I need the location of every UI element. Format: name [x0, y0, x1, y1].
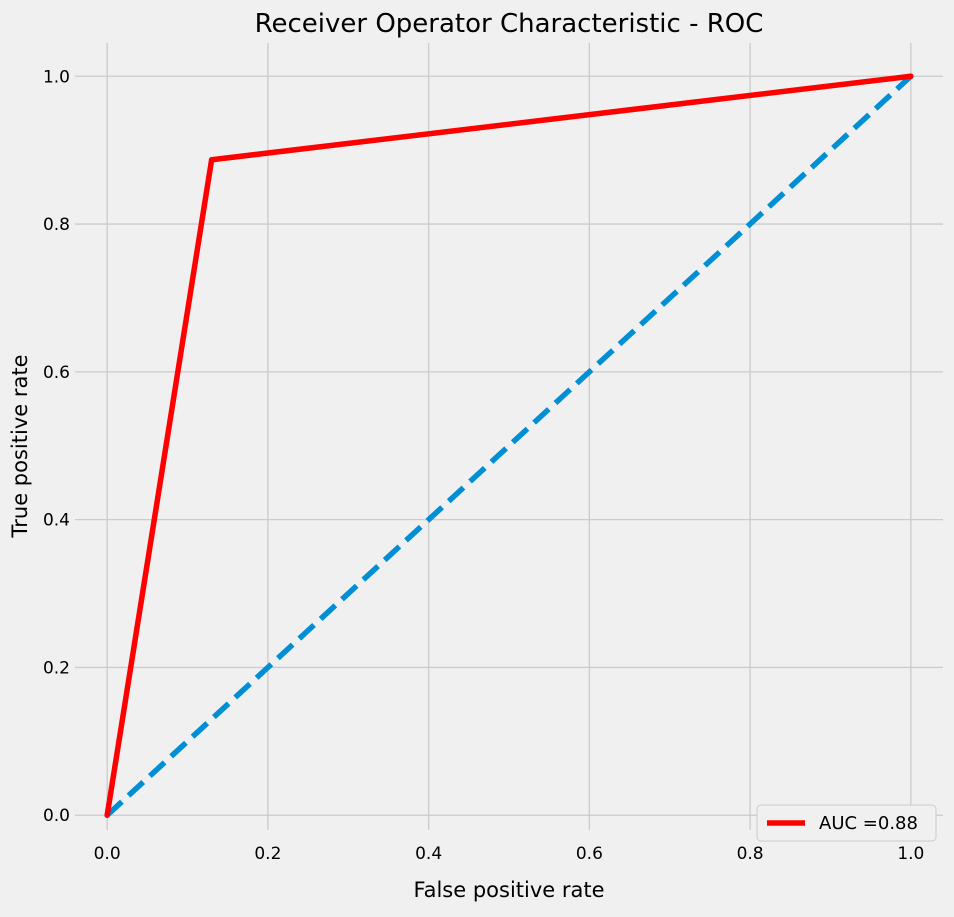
- y-tick-label: 0.2: [43, 658, 70, 678]
- x-tick-label: 0.8: [737, 844, 764, 864]
- x-tick-label: 0.0: [94, 844, 121, 864]
- y-tick-label: 0.8: [43, 215, 70, 235]
- baseline-series-line: [105, 74, 913, 818]
- legend: AUC =0.88: [756, 804, 937, 842]
- x-tick-label: 0.4: [415, 844, 442, 864]
- y-tick-label: 0.4: [43, 511, 70, 531]
- tick-labels: 0.0 0.2 0.4 0.6 0.8 1.0 0.0 0.2 0.4 0.6 0.8 1.0: [43, 67, 924, 864]
- x-axis-label: False positive rate: [413, 878, 604, 902]
- legend-label: AUC =0.88: [819, 813, 918, 834]
- y-tick-label: 0.6: [43, 363, 70, 383]
- grid: [75, 43, 943, 830]
- y-tick-label: 0.0: [43, 806, 70, 826]
- x-tick-label: 0.6: [576, 844, 603, 864]
- y-axis-label: True positive rate: [8, 355, 32, 539]
- y-tick-label: 1.0: [43, 67, 70, 87]
- chart-title: Receiver Operator Characteristic - ROC: [255, 9, 764, 39]
- legend-frame: [756, 804, 937, 842]
- x-tick-label: 1.0: [897, 844, 924, 864]
- x-tick-label: 0.2: [254, 844, 281, 864]
- series-layer: [104, 73, 914, 818]
- roc-series-line: [104, 73, 914, 818]
